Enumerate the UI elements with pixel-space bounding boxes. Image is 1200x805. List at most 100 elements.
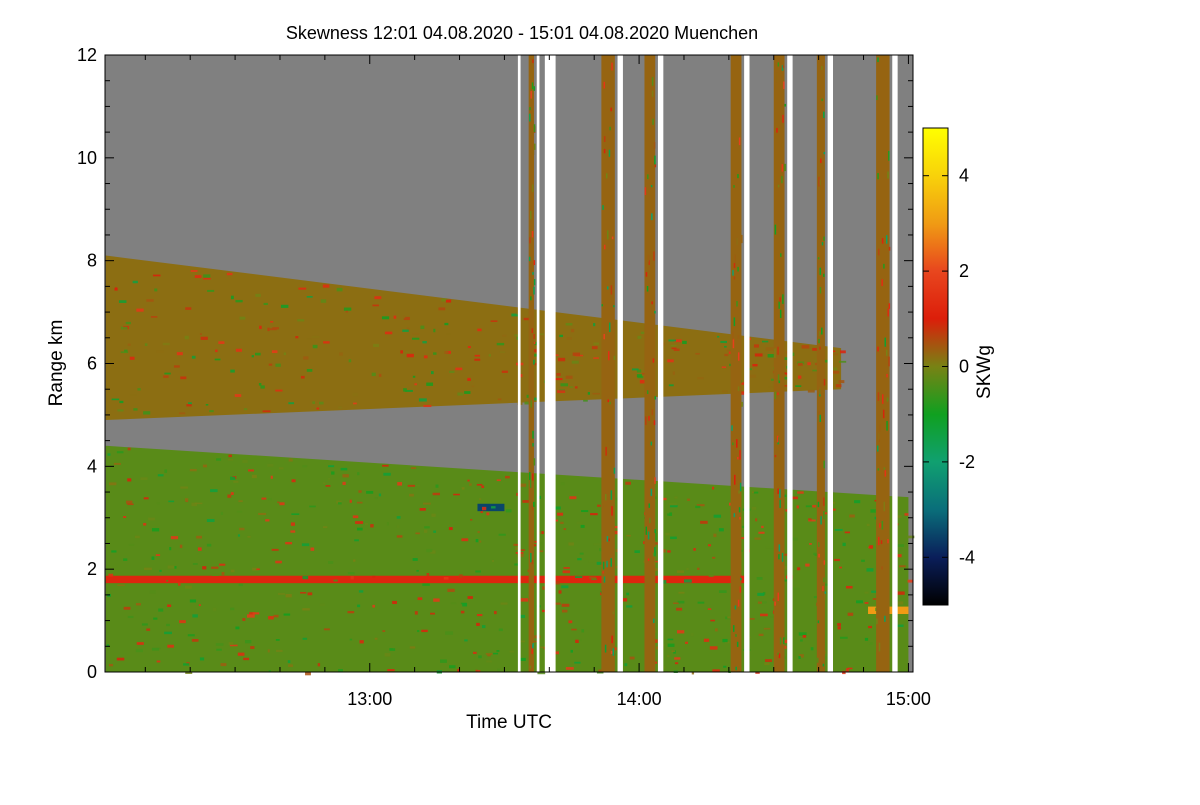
- precip-speckle: [654, 155, 656, 165]
- precip-speckle: [529, 479, 532, 488]
- texture-cell: [591, 578, 597, 581]
- precip-speckle: [610, 558, 612, 567]
- texture-cell: [191, 502, 198, 507]
- texture-cell: [870, 509, 876, 513]
- texture-cell: [894, 515, 902, 518]
- precip-speckle: [530, 552, 532, 563]
- precip-speckle: [819, 179, 822, 186]
- texture-cell: [847, 667, 853, 670]
- texture-cell: [572, 352, 580, 356]
- precip-speckle: [529, 113, 531, 122]
- precip-speckle: [738, 507, 741, 513]
- texture-cell: [194, 502, 203, 505]
- texture-cell: [561, 609, 568, 613]
- precip-speckle: [611, 635, 613, 644]
- precip-speckle: [611, 506, 613, 516]
- precip-speckle: [734, 605, 737, 610]
- texture-cell: [220, 663, 227, 667]
- texture-cell: [854, 500, 861, 504]
- texture-cell: [726, 349, 732, 352]
- texture-cell: [403, 388, 407, 392]
- texture-cell: [353, 559, 356, 562]
- precip-speckle: [878, 536, 880, 546]
- texture-cell: [534, 363, 540, 366]
- texture-cell: [565, 323, 573, 326]
- region-boundary-layer: [105, 445, 909, 672]
- texture-cell: [127, 503, 134, 506]
- texture-cell: [392, 600, 397, 604]
- texture-cell: [261, 497, 267, 500]
- precip-speckle: [888, 246, 891, 251]
- precip-speckle: [653, 618, 655, 624]
- precip-speckle: [605, 446, 607, 456]
- texture-cell: [722, 638, 728, 643]
- texture-cell: [569, 386, 574, 388]
- texture-cell: [490, 320, 498, 322]
- texture-cell: [792, 587, 800, 590]
- texture-cell: [556, 373, 561, 376]
- precip-speckle: [736, 301, 738, 307]
- precip-speckle: [645, 272, 648, 277]
- texture-cell: [248, 469, 254, 472]
- texture-cell: [348, 359, 352, 363]
- texture-cell: [624, 663, 628, 667]
- precip-speckle: [819, 386, 821, 395]
- texture-cell: [534, 341, 539, 346]
- precip-speckle: [886, 397, 889, 402]
- texture-cell: [156, 350, 165, 354]
- precip-speckle: [613, 305, 615, 308]
- precip-speckle: [777, 62, 780, 67]
- precip-speckle: [887, 308, 889, 317]
- precip-speckle: [651, 409, 654, 416]
- texture-cell: [246, 614, 255, 618]
- precip-speckle: [823, 497, 825, 506]
- texture-cell: [183, 663, 190, 666]
- texture-cell: [611, 525, 620, 529]
- texture-cell: [563, 528, 567, 531]
- precip-speckle: [881, 238, 884, 244]
- texture-cell: [457, 668, 460, 672]
- texture-cell: [419, 508, 426, 511]
- texture-cell: [411, 332, 420, 335]
- texture-cell: [807, 389, 815, 393]
- texture-cell: [761, 525, 764, 529]
- texture-cell: [491, 559, 494, 563]
- texture-cell: [640, 331, 645, 334]
- texture-cell: [798, 655, 801, 659]
- texture-cell: [207, 289, 215, 292]
- precip-speckle: [654, 310, 656, 314]
- texture-cell: [189, 599, 197, 603]
- texture-cell: [626, 592, 630, 596]
- texture-cell: [668, 503, 677, 506]
- texture-cell: [259, 325, 262, 330]
- texture-cell: [670, 536, 677, 540]
- texture-cell: [805, 505, 812, 508]
- texture-cell: [412, 558, 418, 561]
- precip-speckle: [739, 586, 742, 593]
- texture-cell: [276, 649, 283, 652]
- texture-cell: [237, 534, 241, 537]
- texture-cell: [457, 392, 464, 396]
- precip-speckle: [774, 601, 776, 606]
- texture-cell: [615, 497, 618, 501]
- texture-cell: [713, 533, 717, 538]
- texture-cell: [670, 344, 677, 347]
- precip-speckle: [779, 489, 781, 498]
- texture-cell: [770, 616, 776, 618]
- precip-speckle: [532, 643, 534, 647]
- texture-cell: [519, 640, 526, 643]
- texture-cell: [832, 353, 839, 356]
- texture-cell: [748, 618, 755, 620]
- texture-cell: [323, 341, 330, 344]
- precip-speckle: [653, 142, 656, 149]
- texture-cell: [478, 655, 482, 659]
- texture-cell: [120, 326, 128, 330]
- texture-cell: [448, 665, 456, 669]
- texture-cell: [907, 579, 914, 583]
- precip-speckle: [877, 346, 879, 352]
- precip-speckle: [602, 571, 604, 574]
- texture-cell: [340, 467, 348, 471]
- texture-cell: [809, 543, 812, 545]
- texture-cell: [157, 474, 164, 477]
- texture-cell: [864, 602, 869, 604]
